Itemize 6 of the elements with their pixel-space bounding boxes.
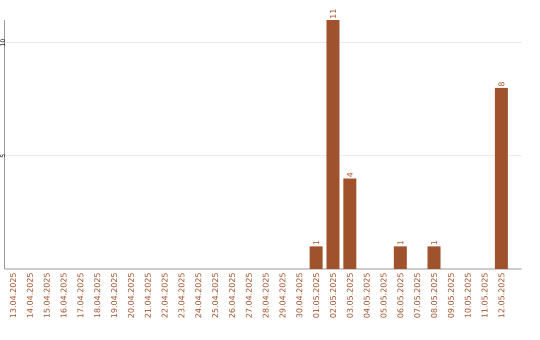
- bar: [428, 246, 441, 269]
- bar: [343, 178, 356, 269]
- bar: [394, 246, 407, 269]
- bar: [326, 20, 340, 269]
- bar: [310, 246, 323, 269]
- bar: [494, 88, 508, 269]
